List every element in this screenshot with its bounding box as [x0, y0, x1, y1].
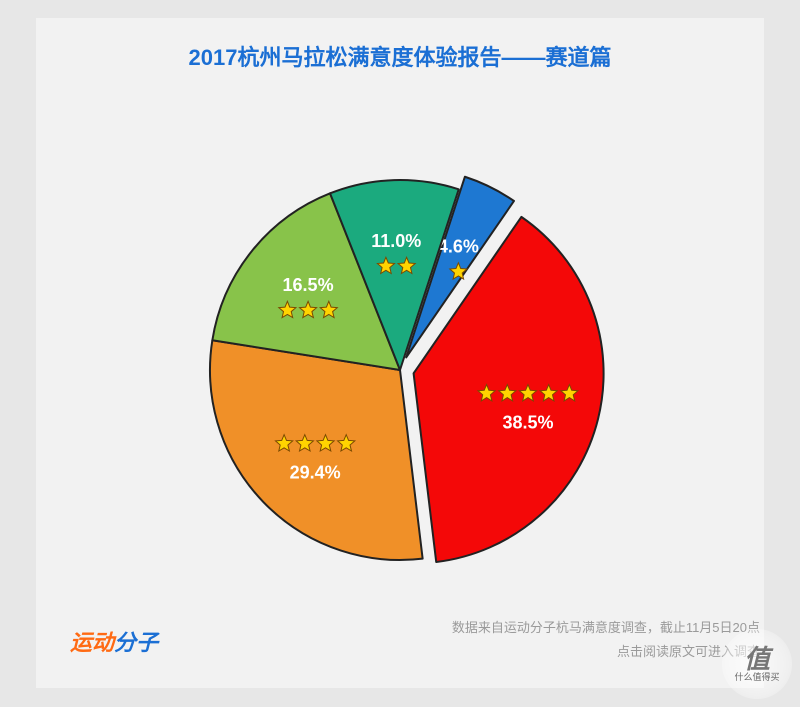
pie-chart: 4.6% 38.5% 29.4% 16.5% 11.0%	[0, 0, 800, 707]
watermark-glyph: 值	[744, 645, 770, 674]
slice-label: 11.0%	[371, 231, 421, 251]
source-logo: 运动分子	[70, 625, 158, 657]
footer-line1: 数据来自运动分子杭马满意度调查，截止11月5日20点	[452, 616, 760, 639]
footer-notes: 数据来自运动分子杭马满意度调查，截止11月5日20点 点击阅读原文可进入调查	[452, 616, 760, 663]
footer-line2: 点击阅读原文可进入调查	[452, 640, 760, 663]
logo-part1: 运动	[70, 630, 114, 655]
watermark: 值 什么值得买	[722, 629, 792, 699]
logo-part2: 分子	[114, 630, 158, 655]
watermark-tagline: 什么值得买	[734, 673, 779, 683]
slice-label: 29.4%	[290, 462, 341, 482]
slice-label: 16.5%	[283, 275, 334, 295]
slice-label: 38.5%	[502, 412, 553, 432]
slice-label: 4.6%	[438, 237, 479, 257]
pie-slice	[210, 340, 423, 560]
